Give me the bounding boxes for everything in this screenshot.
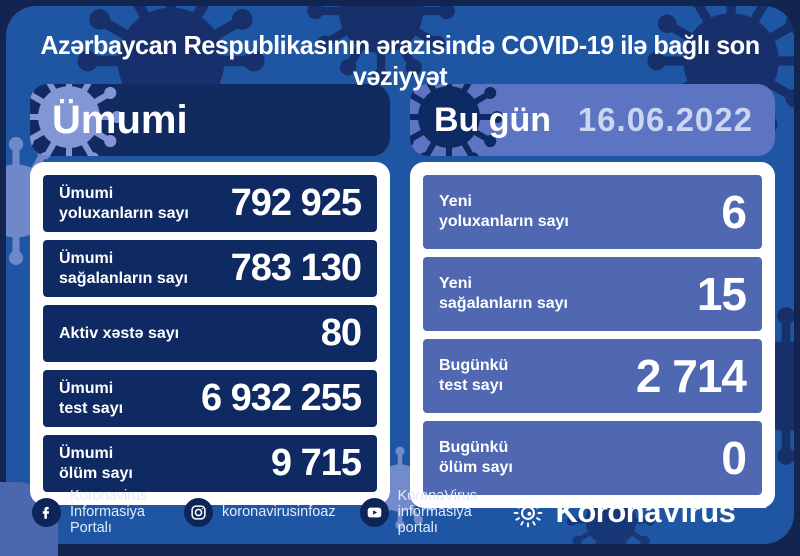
stat-value: 2 714	[635, 350, 747, 402]
youtube-icon	[359, 497, 389, 527]
stat-row-new-recovered: Yeni sağalanların sayı 15	[423, 257, 762, 331]
stat-label: Ümumi test sayı	[59, 379, 124, 417]
facebook-label: Koronavirus İnformasiya Portalı	[70, 488, 148, 536]
koronavirus-logo: KoronaVirus info	[511, 494, 768, 530]
stat-label: Aktiv xəstə sayı	[59, 324, 180, 342]
stat-value: 6	[721, 186, 747, 238]
page-title: Azərbaycan Respublikasının ərazisində CO…	[40, 30, 760, 91]
infographic-canvas: Azərbaycan Respublikasının ərazisində CO…	[6, 6, 794, 544]
koronavirus-logo-icon	[514, 498, 543, 528]
instagram-label: koronavirusinfoaz	[221, 504, 336, 520]
stat-label: Ümumi sağalanların sayı	[59, 249, 188, 287]
facebook-icon	[32, 497, 61, 527]
report-date: 16.06.2022	[577, 101, 753, 138]
facebook-link[interactable]: Koronavirus İnformasiya Portalı	[32, 488, 160, 536]
brand-suffix: info	[745, 495, 768, 511]
today-panel-title: Bu gün	[434, 100, 552, 139]
stat-value: 80	[320, 312, 362, 354]
footer: Koronavirus İnformasiya Portalı koronavi…	[6, 488, 794, 536]
stat-label: Bugünkü ölüm sayı	[439, 439, 513, 476]
stat-row-total-deaths: Ümumi ölüm sayı 9 715	[43, 435, 377, 492]
today-panel-header: Bu gün 16.06.2022	[410, 84, 775, 156]
stat-row-today-tests: Bugünkü test sayı 2 714	[423, 339, 762, 413]
instagram-link[interactable]: koronavirusinfoaz	[183, 497, 336, 527]
stat-row-total-recovered: Ümumi sağalanların sayı 783 130	[43, 240, 377, 297]
stat-value: 9 715	[270, 442, 362, 484]
instagram-icon	[183, 497, 213, 527]
stat-label: Bugünkü test sayı	[439, 357, 509, 394]
stat-label: Ümumi ölüm sayı	[59, 444, 133, 482]
totals-stats-card: Ümumi yoluxanların sayı 792 925 Ümumi sa…	[30, 162, 390, 505]
stat-value: 783 130	[230, 247, 362, 289]
stat-label: Yeni yoluxanların sayı	[439, 193, 569, 230]
youtube-label: KoronaVirus informasiya portalı	[397, 488, 478, 536]
brand-name: KoronaVirus	[555, 494, 736, 529]
stat-value: 792 925	[230, 182, 362, 224]
today-panel: Bu gün 16.06.2022 Yeni yoluxanların sayı…	[410, 84, 775, 508]
stat-value: 0	[721, 432, 747, 484]
totals-panel-header: Ümumi	[30, 84, 390, 156]
stat-value: 6 932 255	[200, 377, 362, 419]
today-stats-card: Yeni yoluxanların sayı 6 Yeni sağalanlar…	[410, 162, 775, 508]
totals-panel-title: Ümumi	[52, 97, 188, 142]
youtube-link[interactable]: KoronaVirus informasiya portalı	[359, 488, 488, 536]
stat-row-total-tests: Ümumi test sayı 6 932 255	[43, 370, 377, 427]
stat-row-total-infected: Ümumi yoluxanların sayı 792 925	[43, 175, 377, 232]
stat-label: Yeni sağalanların sayı	[439, 275, 568, 312]
stat-value: 15	[696, 268, 747, 320]
stat-label: Ümumi yoluxanların sayı	[59, 184, 189, 222]
stat-row-new-infected: Yeni yoluxanların sayı 6	[423, 175, 762, 249]
stat-row-today-deaths: Bugünkü ölüm sayı 0	[423, 421, 762, 495]
totals-panel: Ümumi Ümumi yoluxanların sayı 792 925 Üm…	[30, 84, 390, 505]
stat-row-active-cases: Aktiv xəstə sayı 80	[43, 305, 377, 362]
